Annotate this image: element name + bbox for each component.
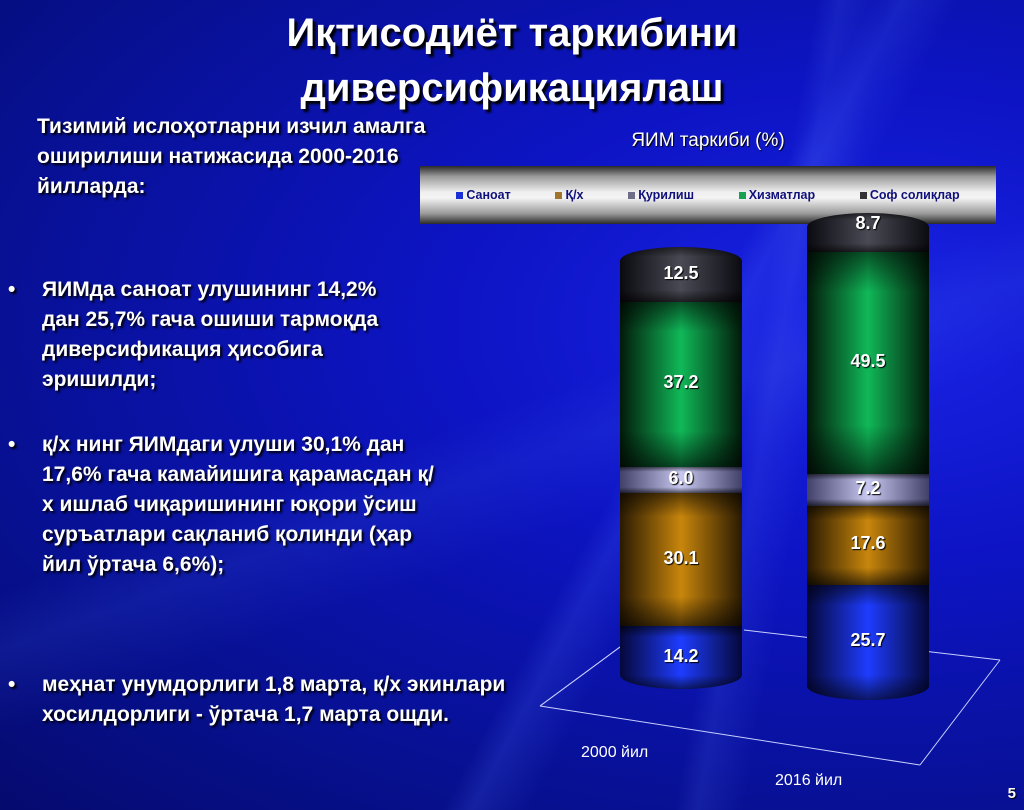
segment-Соф солиқлар: 8.7 xyxy=(807,213,929,252)
segment-Саноат: 25.7 xyxy=(807,584,929,700)
intro-text: Тизимий ислоҳотларни изчил амалга оширил… xyxy=(37,115,426,198)
bullet-icon: • xyxy=(8,433,16,456)
slide-number: 5 xyxy=(1007,785,1016,802)
bullet-item: • меҳнат унумдорлиги 1,8 марта, қ/х экин… xyxy=(8,670,528,730)
segment-Қурилиш: 7.2 xyxy=(807,473,929,506)
legend-label: Қ/х xyxy=(565,188,584,202)
legend-label: Соф солиқлар xyxy=(869,188,960,202)
bullet-text: меҳнат унумдорлиги 1,8 марта, қ/х экинла… xyxy=(42,673,506,726)
legend-label: Қурилиш xyxy=(638,188,694,202)
segment-value-label: 30.1 xyxy=(663,547,699,568)
legend-item-qx: Қ/х xyxy=(555,188,584,202)
segment-value-label: 37.2 xyxy=(663,372,699,393)
title-line-1: Иқтисодиёт таркибини xyxy=(286,11,738,55)
segment-body xyxy=(620,493,742,627)
segment-Соф солиқлар: 12.5 xyxy=(620,247,742,303)
bullet-text: ЯИМда саноат улушининг 14,2% дан 25,7% г… xyxy=(42,278,379,391)
segment-Қ/х: 17.6 xyxy=(807,506,929,585)
legend-label: Саноат xyxy=(466,188,511,202)
legend-swatch-icon xyxy=(859,191,867,199)
slide-title: Иқтисодиёт таркибини диверсификациялаш xyxy=(0,6,1024,116)
segment-value-label: 8.7 xyxy=(855,213,881,234)
cylinder-2000: 14.2 30.1 6.0 37.2 12.5 xyxy=(620,237,742,699)
segment-value-label: 14.2 xyxy=(663,645,699,666)
segment-Қурилиш: 6.0 xyxy=(620,466,742,494)
segment-Хизматлар: 49.5 xyxy=(807,252,929,474)
segment-body xyxy=(807,473,929,506)
legend-swatch-icon xyxy=(456,191,464,199)
cylinder-2016: 25.7 17.6 7.2 49.5 8.7 xyxy=(807,213,929,710)
segment-value-label: 25.7 xyxy=(850,630,886,651)
segment-body xyxy=(620,302,742,467)
legend-swatch-icon xyxy=(555,191,563,199)
title-line-2: диверсификациялаш xyxy=(300,66,724,110)
bullet-icon: • xyxy=(8,278,16,301)
segment-body xyxy=(807,252,929,474)
segment-Қ/х: 30.1 xyxy=(620,493,742,627)
legend-item-xizmatlar: Хизматлар xyxy=(738,188,816,202)
x-axis-label-2000: 2000 йил xyxy=(581,744,649,761)
legend-item-sof-soliqlar: Соф солиқлар xyxy=(859,188,960,202)
segment-body xyxy=(620,466,742,494)
segment-value-label: 49.5 xyxy=(850,350,886,371)
legend-item-qurilish: Қурилиш xyxy=(628,188,694,202)
bullet-icon: • xyxy=(8,673,16,696)
legend-item-sanoat: Саноат xyxy=(456,188,511,202)
segment-value-label: 12.5 xyxy=(663,262,699,283)
segment-value-label: 7.2 xyxy=(855,477,881,498)
bullet-item: • ЯИМда саноат улушининг 14,2% дан 25,7%… xyxy=(8,275,448,395)
segment-value-label: 17.6 xyxy=(850,533,886,554)
segment-Саноат: 14.2 xyxy=(620,626,742,689)
segment-body xyxy=(807,584,929,700)
segment-body xyxy=(807,506,929,585)
segment-value-label: 6.0 xyxy=(668,467,694,488)
bullet-item: • қ/х нинг ЯИМдаги улуши 30,1% дан 17,6%… xyxy=(8,430,448,580)
segment-body xyxy=(620,247,742,303)
chart-title: ЯИМ таркиби (%) xyxy=(631,130,785,151)
segment-body xyxy=(620,626,742,689)
x-axis-label-2016: 2016 йил xyxy=(775,772,843,789)
bullet-text: қ/х нинг ЯИМдаги улуши 30,1% дан 17,6% г… xyxy=(42,433,434,576)
segment-body xyxy=(807,213,929,252)
legend-swatch-icon xyxy=(628,191,636,199)
legend-label: Хизматлар xyxy=(748,188,816,202)
legend-swatch-icon xyxy=(738,191,746,199)
segment-Хизматлар: 37.2 xyxy=(620,302,742,467)
